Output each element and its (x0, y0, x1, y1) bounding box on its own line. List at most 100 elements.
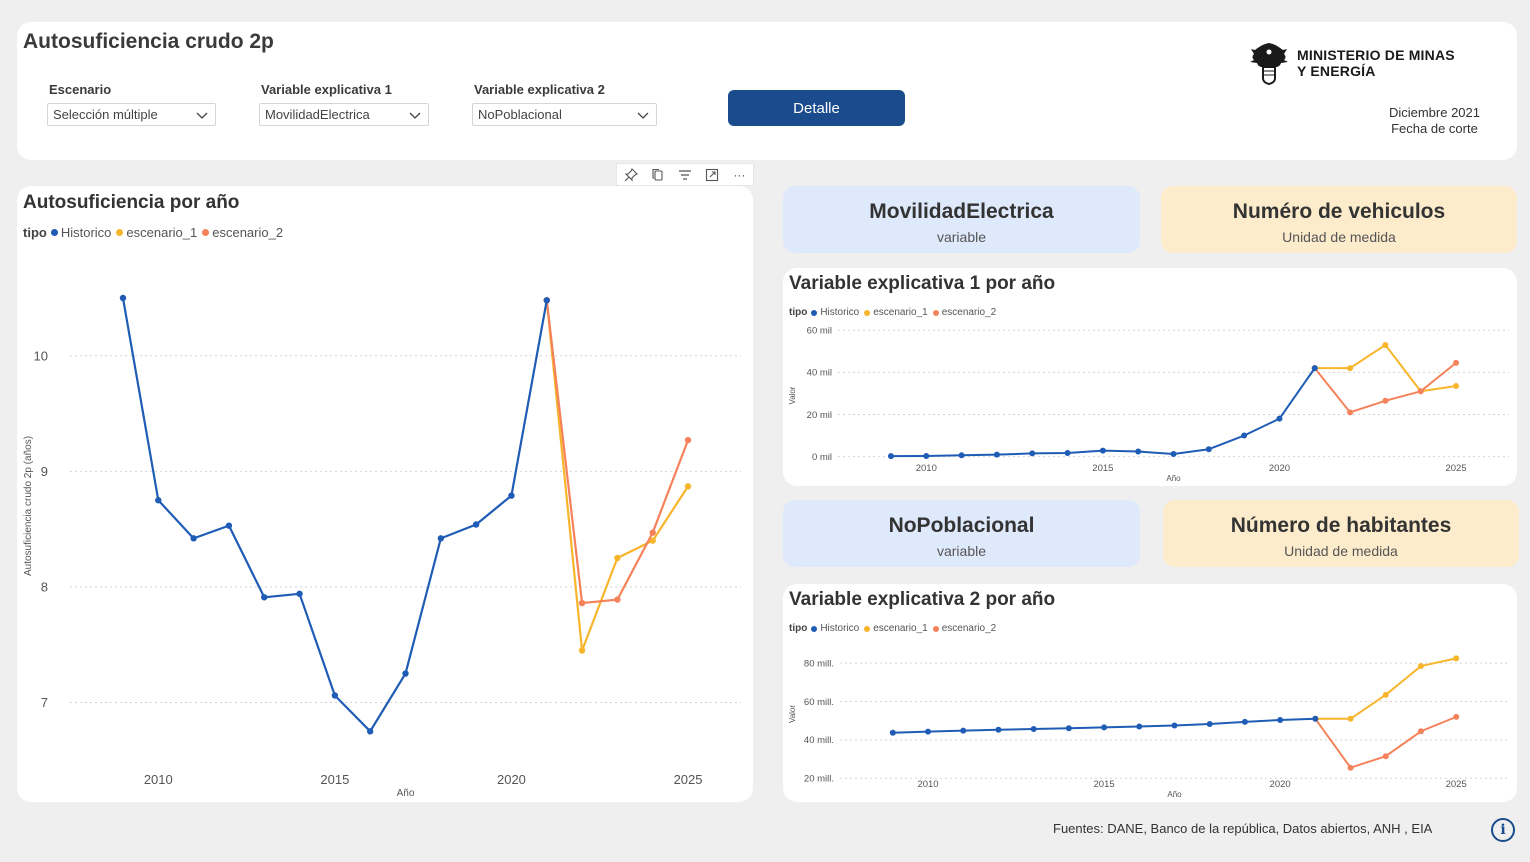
cut-off-date-label: Fecha de corte (1391, 121, 1478, 136)
pin-icon[interactable] (617, 164, 644, 186)
data-point-escenario_2 (1453, 713, 1460, 720)
legend-dot-icon (202, 229, 210, 236)
cut-off-date: Diciembre 2021 Fecha de corte (1389, 105, 1480, 137)
variable-1-line-chart[interactable]: 0 mil 20 mil 40 mil 60 mil 2010 2015 2020 2025 A… (783, 268, 1517, 486)
data-point-Historico (887, 453, 894, 460)
legend-dot-icon (932, 309, 939, 316)
chevron-down-icon (637, 112, 649, 119)
y-tick-label: 7 (41, 695, 48, 710)
data-point-Historico (119, 294, 127, 302)
kpi-unit-2-card: Número de habitantes Unidad de medida (1163, 500, 1519, 567)
data-point-escenario_2 (1347, 409, 1354, 416)
data-point-Historico (1101, 724, 1108, 731)
series-line-escenario_1 (1315, 657, 1457, 720)
legend-title: tipo (23, 225, 47, 240)
info-icon[interactable]: i (1491, 818, 1515, 842)
chevron-down-icon (196, 112, 208, 119)
x-tick-label: 2015 (1092, 463, 1113, 474)
x-tick-label: 2025 (674, 772, 703, 787)
kpi-label: variable (936, 543, 987, 559)
legend-item-escenario-1[interactable]: escenario_1 (864, 623, 928, 634)
x-tick-label: 2015 (320, 772, 349, 787)
ministry-logo: MINISTERIO DE MINAS Y ENERGÍA (1249, 40, 1455, 86)
data-point-Historico (993, 451, 1000, 458)
variable-2-line-chart[interactable]: 20 mill. 40 mill. 60 mill. 80 mill. 2010 2015… (783, 584, 1517, 802)
autosuficiencia-chart-card: Autosuficiencia por año tipo Historico e… (17, 186, 753, 802)
legend-item-escenario-2[interactable]: escenario_2 (202, 225, 283, 240)
data-point-Historico (889, 729, 896, 736)
series-line-escenario_1 (1314, 343, 1457, 393)
legend-item-historico[interactable]: Historico (811, 307, 859, 318)
kpi-variable-1-card: MovilidadElectrica variable (783, 186, 1140, 253)
data-point-Historico (925, 728, 932, 735)
legend-item-escenario-2[interactable]: escenario_2 (932, 623, 997, 634)
copy-icon[interactable] (644, 164, 671, 186)
data-point-Historico (402, 670, 409, 677)
legend-label: Historico (820, 307, 860, 318)
x-axis-title: Año (1166, 474, 1181, 483)
legend-item-escenario-1[interactable]: escenario_1 (864, 307, 928, 318)
variable-1-dropdown[interactable]: MovilidadElectrica (259, 103, 429, 126)
x-tick-label: 2020 (1269, 463, 1290, 474)
data-point-Historico (1170, 451, 1177, 458)
data-point-Historico (225, 522, 233, 529)
y-tick-label: 9 (41, 464, 48, 479)
data-point-escenario_1 (684, 483, 692, 490)
kpi-value: NoPoblacional (888, 514, 1035, 537)
kpi-unit-1-card: Numéro de vehiculos Unidad de medida (1161, 186, 1517, 253)
x-tick-label: 2025 (1446, 779, 1467, 790)
legend-item-historico[interactable]: Historico (50, 225, 111, 240)
x-tick-label: 2010 (917, 779, 938, 790)
chart-title: Variable explicativa 2 por año (789, 589, 1056, 610)
legend-label: escenario_2 (941, 623, 997, 634)
legend-item-escenario-2[interactable]: escenario_2 (932, 307, 996, 318)
data-point-Historico (923, 452, 930, 459)
x-tick-label: 2010 (144, 772, 173, 787)
legend-title: tipo (789, 307, 808, 318)
x-tick-label: 2010 (916, 463, 937, 474)
data-point-escenario_2 (649, 529, 656, 536)
page-title: Autosuficiencia crudo 2p (23, 30, 274, 53)
variable-2-chart-card: Variable explicativa 2 por año tipo Hist… (783, 584, 1517, 802)
data-point-escenario_2 (578, 599, 586, 607)
data-point-escenario_1 (649, 537, 656, 544)
kpi-value: MovilidadElectrica (869, 200, 1054, 223)
escenario-dropdown[interactable]: Selección múltiple (47, 103, 216, 126)
more-options-icon[interactable]: ··· (733, 168, 746, 182)
y-tick-label: 60 mil (807, 326, 832, 337)
coat-of-arms-icon (1250, 43, 1288, 85)
y-tick-label: 10 (34, 348, 48, 363)
x-tick-label: 2020 (497, 772, 526, 787)
filter-escenario: Escenario Selección múltiple (47, 82, 216, 126)
data-point-Historico (1135, 448, 1142, 455)
data-point-Historico (508, 492, 515, 499)
legend-dot-icon (50, 229, 58, 236)
filter-icon[interactable] (671, 164, 698, 186)
chart-title: Autosuficiencia por año (23, 192, 240, 213)
data-point-escenario_2 (1347, 764, 1354, 771)
data-point-escenario_1 (1347, 715, 1354, 722)
data-point-Historico (1136, 723, 1143, 730)
data-point-escenario_1 (1382, 341, 1389, 348)
legend-label: escenario_2 (212, 225, 284, 240)
data-point-escenario_1 (578, 647, 586, 654)
legend-dot-icon (932, 625, 939, 632)
detalle-button[interactable]: Detalle (728, 90, 905, 126)
filter-label: Variable explicativa 2 (474, 82, 605, 97)
data-point-Historico (1205, 446, 1212, 453)
data-point-escenario_1 (614, 554, 621, 562)
dropdown-value: MovilidadElectrica (265, 107, 370, 122)
legend-item-escenario-1[interactable]: escenario_1 (116, 225, 197, 240)
legend-item-historico[interactable]: Historico (811, 623, 859, 634)
x-axis-title: Año (397, 788, 415, 799)
legend-dot-icon (864, 309, 871, 316)
data-point-escenario_2 (1417, 728, 1424, 735)
data-point-escenario_1 (1453, 383, 1460, 390)
legend-dot-icon (811, 625, 818, 632)
y-axis-title: Valor (788, 705, 797, 723)
focus-mode-icon[interactable] (699, 164, 726, 186)
x-axis-title: Año (1167, 790, 1182, 799)
variable-2-dropdown[interactable]: NoPoblacional (472, 103, 657, 126)
kpi-label: Unidad de medida (1282, 229, 1396, 245)
